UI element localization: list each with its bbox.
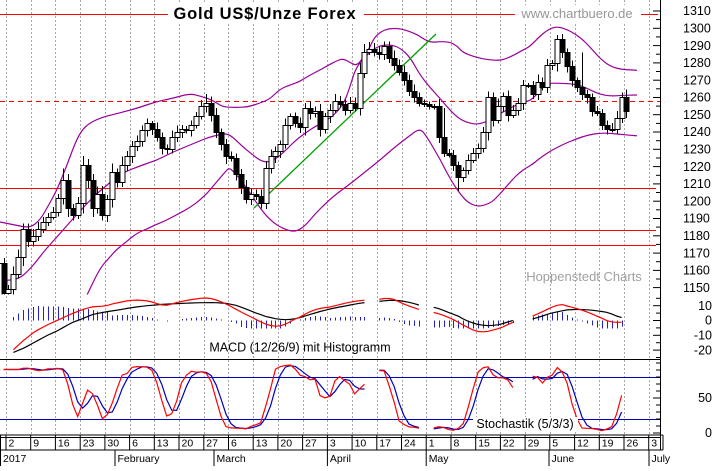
svg-text:1310: 1310 (683, 4, 711, 18)
svg-text:12: 12 (577, 438, 589, 450)
svg-text:1190: 1190 (683, 212, 710, 226)
svg-text:1240: 1240 (683, 125, 711, 139)
svg-text:50: 50 (698, 391, 712, 405)
svg-text:13: 13 (256, 438, 268, 450)
svg-text:1220: 1220 (683, 160, 711, 174)
svg-text:22: 22 (503, 438, 515, 450)
svg-text:Hoppenstedt Charts: Hoppenstedt Charts (526, 269, 642, 284)
svg-text:1180: 1180 (683, 229, 710, 243)
svg-text:10: 10 (355, 438, 367, 450)
svg-text:Stochastik (5/3/3): Stochastik (5/3/3) (476, 417, 573, 431)
svg-text:29: 29 (528, 438, 540, 450)
svg-text:0: 0 (705, 426, 712, 440)
svg-text:10: 10 (698, 299, 712, 313)
svg-text:July: July (652, 453, 671, 465)
svg-text:1170: 1170 (683, 246, 710, 260)
svg-text:1250: 1250 (683, 108, 711, 122)
svg-text:February: February (118, 453, 161, 465)
svg-text:April: April (330, 453, 351, 465)
svg-text:1300: 1300 (683, 22, 711, 36)
svg-text:8: 8 (454, 438, 460, 450)
svg-text:-20: -20 (694, 343, 712, 357)
svg-text:0: 0 (705, 314, 712, 328)
svg-text:3: 3 (330, 438, 336, 450)
svg-text:1160: 1160 (683, 264, 710, 278)
svg-text:13: 13 (157, 438, 169, 450)
svg-text:1270: 1270 (683, 73, 711, 87)
svg-text:23: 23 (83, 438, 95, 450)
svg-text:1280: 1280 (683, 56, 711, 70)
svg-text:-10: -10 (694, 329, 712, 343)
svg-text:Gold US$/Unze Forex: Gold US$/Unze Forex (174, 5, 357, 23)
svg-text:20: 20 (280, 438, 292, 450)
svg-text:MACD (12/26/9) mit Histogramm: MACD (12/26/9) mit Histogramm (209, 341, 390, 355)
svg-text:June: June (552, 453, 575, 465)
svg-text:27: 27 (305, 438, 317, 450)
svg-text:6: 6 (231, 438, 237, 450)
svg-text:15: 15 (478, 438, 490, 450)
svg-text:1200: 1200 (683, 194, 711, 208)
svg-text:9: 9 (33, 438, 39, 450)
svg-text:26: 26 (627, 438, 639, 450)
svg-text:20: 20 (182, 438, 194, 450)
svg-text:2017: 2017 (3, 453, 27, 465)
svg-text:1: 1 (429, 438, 435, 450)
svg-text:6: 6 (132, 438, 138, 450)
svg-text:17: 17 (379, 438, 391, 450)
svg-text:16: 16 (58, 438, 70, 450)
svg-text:May: May (429, 453, 450, 465)
svg-text:March: March (217, 453, 246, 465)
svg-text:30: 30 (107, 438, 119, 450)
svg-text:1290: 1290 (683, 39, 711, 53)
svg-text:27: 27 (206, 438, 218, 450)
svg-text:5: 5 (552, 438, 558, 450)
svg-text:www.chartbuero.de: www.chartbuero.de (520, 6, 632, 21)
svg-text:1230: 1230 (683, 143, 711, 157)
svg-text:24: 24 (404, 438, 416, 450)
svg-text:2: 2 (9, 438, 15, 450)
svg-text:3: 3 (651, 438, 657, 450)
svg-text:1150: 1150 (683, 281, 710, 295)
svg-text:19: 19 (602, 438, 614, 450)
svg-text:1260: 1260 (683, 91, 711, 105)
svg-text:1210: 1210 (683, 177, 711, 191)
